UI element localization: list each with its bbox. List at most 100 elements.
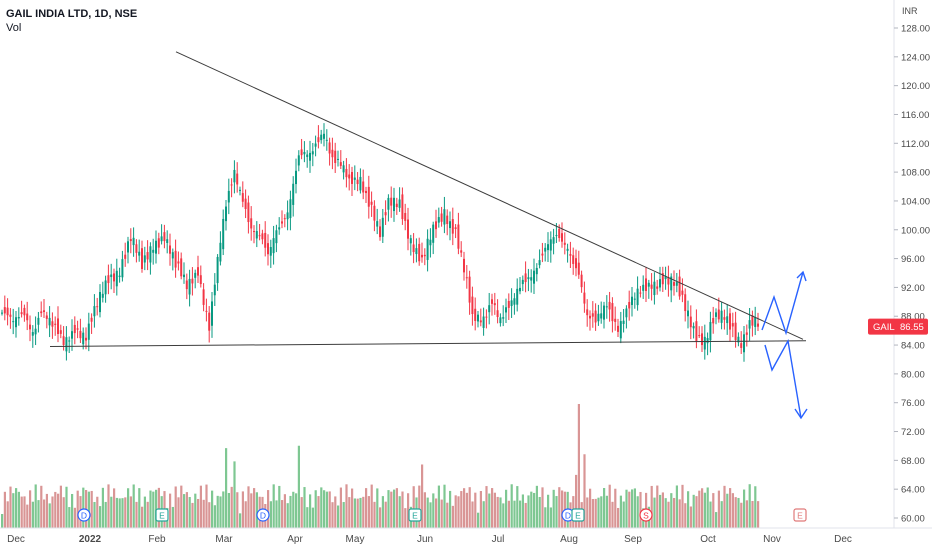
candle-body xyxy=(261,233,264,240)
x-tick-label: Mar xyxy=(215,534,233,545)
candle-body xyxy=(250,218,253,229)
candle-body xyxy=(337,158,339,160)
volume-bar xyxy=(59,485,62,528)
volume-bar xyxy=(121,498,124,528)
volume-bar xyxy=(625,489,628,528)
candle-body xyxy=(113,273,115,282)
volume-bar xyxy=(639,491,642,528)
candle-body xyxy=(720,310,723,323)
volume-bar xyxy=(31,501,34,528)
event-marker-label: E xyxy=(797,511,803,521)
event-marker-label: E xyxy=(159,511,165,521)
event-marker: S xyxy=(639,508,653,522)
candle-body xyxy=(555,235,558,237)
volume-bar xyxy=(348,497,351,528)
candle-body xyxy=(216,256,219,284)
volume-bar xyxy=(743,489,746,528)
volume-bar xyxy=(622,501,625,528)
volume-bar xyxy=(9,486,12,528)
x-tick-label: Dec xyxy=(834,534,852,545)
volume-bar xyxy=(68,507,71,528)
volume-bar xyxy=(325,491,328,528)
volume-bar xyxy=(99,506,102,528)
volume-bar xyxy=(692,494,695,528)
candle-body xyxy=(538,260,541,266)
volume-bar xyxy=(379,507,382,528)
candle-body xyxy=(533,270,535,284)
y-tick-label: 96.00 xyxy=(901,254,925,265)
volume-bar xyxy=(356,498,359,528)
volume-bar xyxy=(12,493,15,528)
y-tick-label: 116.00 xyxy=(901,110,929,121)
currency-label: INR xyxy=(902,6,918,16)
candle-body xyxy=(611,303,614,322)
volume-bar xyxy=(605,495,608,528)
y-tick-label: 92.00 xyxy=(901,283,925,294)
candle-body xyxy=(76,328,79,330)
volume-bar xyxy=(132,484,135,528)
candle-body xyxy=(440,213,443,222)
candle-body xyxy=(726,316,729,324)
candle-body xyxy=(101,293,104,298)
candle-body xyxy=(9,314,12,317)
breakdown-down-arrow xyxy=(764,338,802,419)
volume-bar xyxy=(482,501,485,528)
candle-body xyxy=(659,279,661,288)
volume-bar xyxy=(381,496,384,528)
candle-body xyxy=(381,217,384,237)
volume-bar xyxy=(292,491,295,528)
volume-bar xyxy=(510,484,513,528)
candle-body xyxy=(211,301,213,326)
candle-body xyxy=(597,313,600,322)
volume-bar xyxy=(6,501,9,528)
volume-bar xyxy=(698,490,701,528)
candle-body xyxy=(743,334,745,353)
volume-bar xyxy=(45,493,48,528)
candle-body xyxy=(650,284,653,289)
candle-body xyxy=(197,267,199,276)
candle-body xyxy=(603,305,605,320)
volume-bar xyxy=(26,504,29,528)
volume-bar xyxy=(463,488,466,528)
volume-bar xyxy=(82,487,85,528)
candle-body xyxy=(99,292,101,313)
volume-bar xyxy=(48,503,51,528)
volume-bar xyxy=(311,507,314,528)
volume-bar xyxy=(250,493,253,528)
candle-body xyxy=(272,238,275,254)
candle-body xyxy=(558,228,561,239)
candle-body xyxy=(247,202,250,223)
candle-body xyxy=(757,323,759,327)
volume-bar xyxy=(673,497,676,528)
candle-body xyxy=(684,294,687,312)
candle-body xyxy=(463,258,465,273)
candle-body xyxy=(300,149,303,156)
volume-bar xyxy=(283,494,286,528)
volume-bar xyxy=(124,497,127,528)
breakout-up-arrow xyxy=(761,271,804,336)
volume-bar xyxy=(65,486,68,528)
volume-bar xyxy=(507,500,510,528)
candle-body xyxy=(572,255,575,264)
volume-bar xyxy=(40,485,43,528)
volume-bar xyxy=(57,493,60,528)
candle-body xyxy=(127,241,129,253)
candle-body xyxy=(569,254,572,256)
volume-bar xyxy=(255,492,258,528)
price-badge-symbol: GAIL xyxy=(873,322,895,333)
volume-bar xyxy=(269,501,272,528)
candle-body xyxy=(653,281,656,296)
candle-body xyxy=(513,298,516,305)
candle-body xyxy=(57,318,59,335)
volume-bar xyxy=(726,493,729,528)
candle-body xyxy=(376,221,379,227)
candle-body xyxy=(26,313,29,321)
volume-bar xyxy=(96,496,99,528)
candle-body xyxy=(709,321,712,341)
candle-body xyxy=(118,275,121,278)
candle-body xyxy=(675,282,678,286)
candle-body xyxy=(79,330,82,339)
volume-bar xyxy=(34,484,37,528)
volume-bar xyxy=(281,500,284,528)
